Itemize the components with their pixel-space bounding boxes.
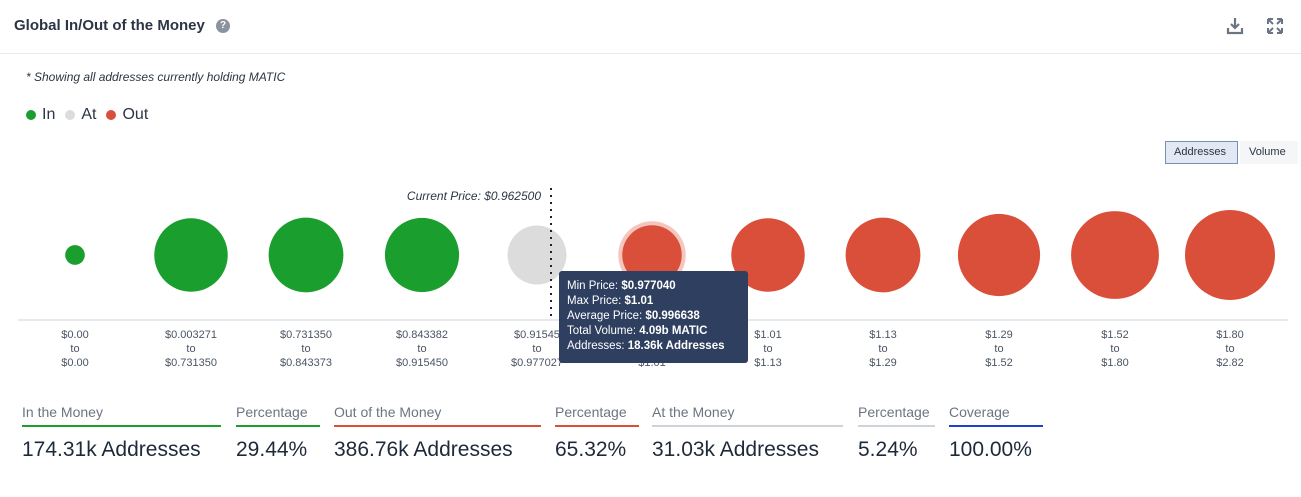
tick-to-word: to bbox=[1110, 343, 1119, 355]
stat-label: Out of the Money bbox=[334, 404, 541, 427]
tooltip-addresses-label: Addresses: bbox=[567, 340, 625, 352]
download-icon[interactable] bbox=[1225, 16, 1245, 36]
tick-from-label: $1.01 bbox=[754, 329, 782, 341]
stat-label: In the Money bbox=[22, 404, 221, 427]
addresses-toggle-button[interactable]: Addresses bbox=[1165, 141, 1238, 164]
stat-value: 174.31k Addresses bbox=[22, 438, 201, 461]
tick-from-label: $1.52 bbox=[1101, 329, 1129, 341]
legend-label-in: In bbox=[42, 106, 56, 123]
tick-to-word: to bbox=[1225, 343, 1234, 355]
stat-coverage: Coverage 100.00% bbox=[949, 404, 1043, 462]
tooltip-avg-value: $0.996638 bbox=[645, 310, 700, 322]
tick-from-label: $1.29 bbox=[985, 329, 1013, 341]
stat-label: Percentage bbox=[555, 404, 639, 427]
holding-note: * Showing all addresses currently holdin… bbox=[26, 70, 286, 84]
tick-from-label: $1.13 bbox=[869, 329, 897, 341]
stat-value: 29.44% bbox=[236, 438, 308, 461]
tick-from-label: $0.91545 bbox=[514, 329, 560, 341]
stat-in-percentage: Percentage 29.44% bbox=[236, 404, 320, 462]
stat-label: Coverage bbox=[949, 404, 1043, 427]
bin-tooltip: Min Price: $0.977040 Max Price: $1.01 Av… bbox=[559, 271, 748, 363]
stat-value: 386.76k Addresses bbox=[334, 438, 513, 461]
bubble-out-8[interactable] bbox=[957, 213, 1041, 297]
tooltip-volume-value: 4.09b MATIC bbox=[639, 325, 708, 337]
tick-to-label: $0.915450 bbox=[396, 357, 448, 369]
stat-out-of-the-money: Out of the Money 386.76k Addresses bbox=[334, 404, 541, 462]
tick-from-label: $0.003271 bbox=[165, 329, 217, 341]
tick-from-label: $0.843382 bbox=[396, 329, 448, 341]
stat-label: Percentage bbox=[236, 404, 320, 427]
tick-to-word: to bbox=[878, 343, 887, 355]
bubble-in-0[interactable] bbox=[65, 245, 85, 265]
chart-title: Global In/Out of the Money bbox=[14, 17, 205, 34]
help-icon[interactable]: ? bbox=[216, 19, 230, 33]
tick-to-word: to bbox=[532, 343, 541, 355]
bubble-in-2[interactable] bbox=[268, 217, 344, 293]
legend-item-out[interactable]: Out bbox=[106, 106, 148, 124]
bubble-in-3[interactable] bbox=[384, 217, 460, 293]
volume-toggle-button[interactable]: Volume bbox=[1240, 141, 1298, 164]
tick-to-label: $2.82 bbox=[1216, 357, 1244, 369]
legend-dot-at bbox=[65, 110, 76, 120]
tooltip-max-label: Max Price: bbox=[567, 295, 622, 307]
stat-value: 5.24% bbox=[858, 438, 918, 461]
tick-to-word: to bbox=[186, 343, 195, 355]
tick-to-word: to bbox=[301, 343, 310, 355]
tooltip-min-label: Min Price: bbox=[567, 280, 619, 292]
tooltip-max-value: $1.01 bbox=[624, 295, 654, 307]
legend-dot-in bbox=[26, 110, 36, 120]
bubble-in-1[interactable] bbox=[154, 218, 228, 292]
bubble-out-10[interactable] bbox=[1185, 210, 1275, 300]
tooltip-addresses-value: 18.36k Addresses bbox=[627, 340, 725, 352]
tick-to-label: $0.977027 bbox=[511, 357, 563, 369]
tick-to-label: $0.843373 bbox=[280, 357, 332, 369]
tick-to-word: to bbox=[763, 343, 772, 355]
bubble-out-6[interactable] bbox=[731, 218, 805, 292]
stat-at-percentage: Percentage 5.24% bbox=[858, 404, 935, 462]
legend-item-in[interactable]: In bbox=[26, 106, 55, 124]
tick-from-label: $0.731350 bbox=[280, 329, 332, 341]
tick-to-label: $0.731350 bbox=[165, 357, 217, 369]
tick-to-label: $1.52 bbox=[985, 357, 1013, 369]
expand-icon[interactable] bbox=[1265, 16, 1285, 36]
tooltip-min-value: $0.977040 bbox=[621, 280, 676, 292]
tick-to-word: to bbox=[994, 343, 1003, 355]
tooltip-avg-label: Average Price: bbox=[567, 310, 643, 322]
tick-from-label: $0.00 bbox=[61, 329, 89, 341]
stat-value: 31.03k Addresses bbox=[652, 438, 819, 461]
tick-to-label: $1.13 bbox=[754, 357, 782, 369]
legend-label-out: Out bbox=[122, 106, 149, 123]
legend-label-at: At bbox=[81, 106, 97, 123]
tick-to-word: to bbox=[70, 343, 79, 355]
legend-item-at[interactable]: At bbox=[65, 106, 96, 124]
legend: In At Out bbox=[26, 106, 158, 124]
bubble-out-7[interactable] bbox=[845, 217, 921, 293]
bubble-out-5[interactable] bbox=[622, 225, 682, 285]
stat-label: Percentage bbox=[858, 404, 935, 427]
chart-header: Global In/Out of the Money ? bbox=[0, 0, 1301, 54]
tick-to-label: $1.29 bbox=[869, 357, 897, 369]
stat-out-percentage: Percentage 65.32% bbox=[555, 404, 639, 462]
tick-to-word: to bbox=[417, 343, 426, 355]
stat-label: At the Money bbox=[652, 404, 843, 427]
tick-from-label: $1.80 bbox=[1216, 329, 1244, 341]
stat-in-the-money: In the Money 174.31k Addresses bbox=[22, 404, 221, 462]
legend-dot-out bbox=[106, 110, 117, 120]
tick-to-label: $0.00 bbox=[61, 357, 89, 369]
tooltip-volume-label: Total Volume: bbox=[567, 325, 637, 337]
current-price-label: Current Price: $0.962500 bbox=[407, 189, 541, 203]
bubble-out-9[interactable] bbox=[1071, 211, 1159, 299]
bubble-at-4[interactable] bbox=[507, 225, 567, 285]
tick-to-label: $1.80 bbox=[1101, 357, 1129, 369]
stat-value: 100.00% bbox=[949, 438, 1032, 461]
stat-at-the-money: At the Money 31.03k Addresses bbox=[652, 404, 843, 462]
stat-value: 65.32% bbox=[555, 438, 627, 461]
